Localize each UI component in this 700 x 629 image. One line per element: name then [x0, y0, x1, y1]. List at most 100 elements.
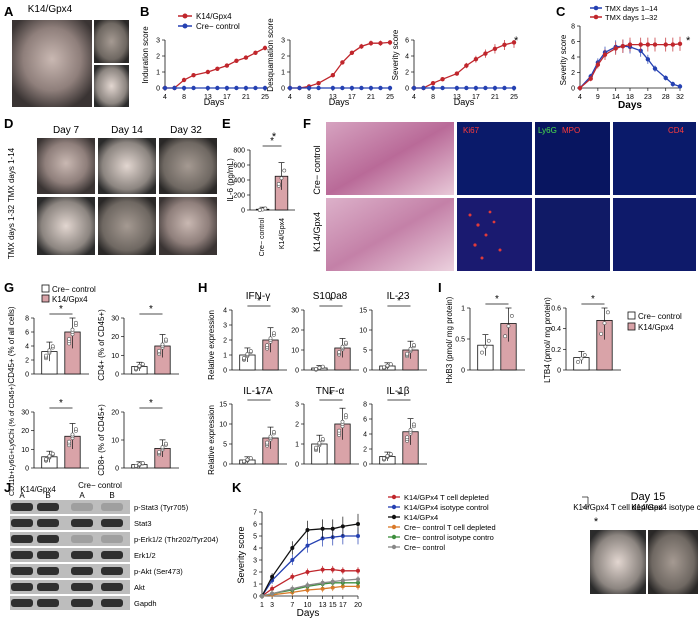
sample-dot: [47, 348, 52, 353]
sample-dot: [67, 336, 72, 341]
x-tick-label: 21: [242, 94, 250, 101]
sample-dot: [248, 349, 253, 353]
data-point: [645, 57, 651, 62]
band-label-6: Gapdh: [134, 599, 157, 608]
blot-band: [37, 567, 59, 575]
sample-dot: [44, 457, 48, 462]
sample-dot: [242, 356, 246, 360]
d-day14: Day 14: [111, 125, 143, 136]
data-point: [595, 62, 601, 67]
y-tick-label: 0: [295, 368, 299, 375]
sample-dot: [411, 343, 416, 347]
band-label-2: p-Erk1/2 (Thr202/Tyr204): [134, 535, 219, 544]
sample-dot: [282, 168, 287, 173]
sample-dot: [602, 321, 607, 325]
f-row-control: Cre− control: [312, 145, 322, 194]
blot-band: [71, 599, 93, 607]
data-point: [191, 85, 196, 91]
band-label-3: Erk1/2: [134, 551, 156, 560]
significance-star: *: [397, 296, 401, 307]
blot-band: [11, 535, 33, 543]
blot-band: [71, 503, 93, 511]
data-point: [253, 50, 258, 55]
sample-dot: [343, 340, 348, 345]
data-point: [359, 44, 364, 49]
sample-dot: [160, 342, 165, 347]
data-point: [356, 580, 360, 585]
blot-band: [11, 551, 33, 559]
chart-cd11b: 0 10 20 30 *: [21, 398, 89, 473]
data-point: [270, 574, 275, 579]
b1-ylabel: Induration score: [141, 26, 150, 84]
sample-dot: [268, 336, 273, 341]
data-point: [340, 568, 345, 573]
x-tick-label: 28: [662, 94, 670, 101]
legend-k14-gpx4: K14/Gpx4: [196, 12, 232, 21]
blot-band: [37, 551, 59, 559]
series-line-0: [290, 41, 391, 89]
y-tick-label: 15: [359, 308, 367, 315]
y-tick-label: 200: [233, 193, 245, 200]
y-tick-label: 3: [223, 323, 227, 330]
sample-dot: [599, 331, 604, 336]
sample-dot: [242, 459, 246, 464]
y-tick-label: 10: [219, 422, 227, 429]
data-point: [243, 55, 249, 60]
sample-dot: [408, 346, 413, 351]
blot-band: [101, 535, 123, 543]
sample-dot: [67, 439, 72, 444]
blot-band: [71, 519, 93, 527]
y-tick-label: 6: [405, 38, 409, 45]
data-point: [290, 574, 295, 579]
sample-dot: [50, 344, 55, 349]
data-point: [320, 526, 325, 531]
data-point: [305, 528, 310, 532]
blot-band: [11, 583, 33, 591]
data-point: [270, 586, 275, 591]
b3-ylabel: Severity score: [391, 29, 400, 80]
c-significance-star: *: [686, 35, 691, 47]
sample-dot: [405, 435, 410, 440]
y-tick-label: 0: [405, 86, 409, 93]
d-photo-6: [159, 197, 217, 255]
d-photo-4: [37, 197, 95, 255]
y-tick-label: 4: [223, 308, 227, 315]
x-tick-label: 9: [596, 94, 600, 101]
x-tick-label: 25: [510, 94, 518, 101]
x-tick-label: 13: [319, 602, 327, 609]
significance-star: *: [149, 398, 153, 409]
sample-dot: [140, 362, 145, 367]
y-tick-label: 7: [253, 510, 257, 517]
y-tick-label: 0: [557, 368, 561, 375]
f-stain-cd4: CD4: [668, 126, 685, 135]
blot-band: [71, 567, 93, 575]
panel-letter-k: K: [232, 480, 242, 495]
y-tick-label: 1: [461, 306, 465, 313]
data-point: [340, 578, 345, 583]
b3-significance-star: *: [514, 35, 519, 47]
f-ly6g-k14: [535, 198, 610, 271]
data-point: [502, 85, 507, 91]
data-point: [340, 524, 345, 529]
data-point: [652, 42, 658, 47]
legend-marker-5: [391, 544, 397, 550]
y-tick-label: 2: [363, 447, 367, 454]
k-photo-isotype: [648, 530, 698, 594]
y-tick-label: 2: [295, 422, 299, 429]
k-photo-label-isotype: K14/Gpx4 isotype control: [631, 503, 700, 512]
data-point: [483, 51, 488, 56]
g-legend-k14: K14/Gpx4: [52, 295, 88, 304]
significance-star: *: [329, 296, 333, 307]
c-xlabel: Days: [618, 100, 642, 111]
i-legend-k14: K14/Gpx4: [638, 323, 674, 332]
lane-label-3: B: [109, 491, 114, 500]
x-tick-label: 25: [261, 94, 269, 101]
data-point: [290, 586, 295, 591]
x-tick-label: 17: [472, 94, 480, 101]
g3-ylabel: CD11b+Ly6G+Ly6Chi (% of CD45+): [9, 384, 16, 496]
data-point: [663, 75, 668, 81]
data-point: [356, 534, 360, 538]
data-point: [356, 584, 360, 589]
significance-star: *: [397, 390, 401, 401]
